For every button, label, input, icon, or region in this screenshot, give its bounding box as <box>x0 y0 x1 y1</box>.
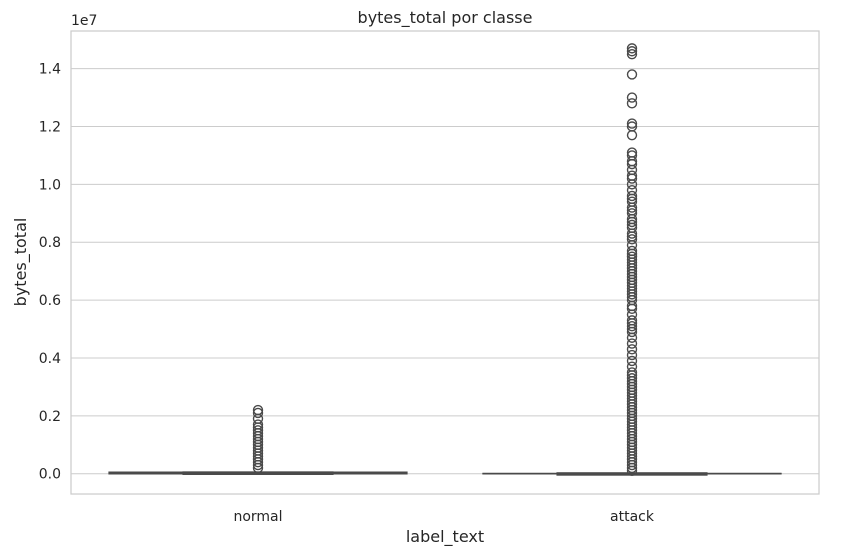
outlier-point <box>252 425 264 436</box>
outlier-point <box>626 43 638 54</box>
y-tick-label: 0.8 <box>39 235 61 251</box>
box-attack <box>482 43 782 477</box>
outlier-point <box>626 367 638 378</box>
outlier-point <box>252 419 264 430</box>
y-tick-label: 0.0 <box>39 467 61 483</box>
outlier-point <box>626 46 638 57</box>
y-axis-label: bytes_total <box>11 218 31 307</box>
chart-title: bytes_total por classe <box>358 8 533 28</box>
y-tick-label: 0.4 <box>39 351 61 367</box>
x-axis-ticks: normal attack <box>233 509 654 525</box>
outlier-point <box>626 245 638 257</box>
outlier-point <box>626 320 638 332</box>
outlier-point <box>626 150 638 161</box>
outlier-point <box>626 92 638 103</box>
outlier-point <box>626 208 638 219</box>
outlier-point <box>252 404 264 416</box>
plot-area <box>70 30 820 495</box>
outlier-point <box>626 349 638 361</box>
outlier-point <box>626 69 638 80</box>
outlier-point <box>626 355 638 367</box>
gridlines <box>71 68 819 475</box>
outlier-point <box>626 170 638 181</box>
outlier-point <box>626 234 638 245</box>
outlier-point <box>626 219 638 231</box>
outlier-point <box>252 407 264 419</box>
outlier-point <box>626 196 638 207</box>
y-tick-label: 0.6 <box>39 293 61 309</box>
y-axis-ticks: 0.0 0.2 0.4 0.6 0.8 1.0 1.2 1.4 <box>39 62 61 483</box>
outlier-point <box>626 147 638 158</box>
y-tick-label: 1.0 <box>39 177 61 193</box>
outlier-point <box>626 251 638 262</box>
outlier-point <box>626 121 638 132</box>
y-tick-label: 0.2 <box>39 409 61 425</box>
outlier-point <box>626 344 638 355</box>
outlier-point <box>626 48 638 60</box>
boxes <box>108 43 782 477</box>
y-tick-label: 1.4 <box>39 62 61 78</box>
outlier-point <box>626 98 638 109</box>
y-tick-label: 1.2 <box>39 119 61 135</box>
outlier-point <box>626 184 638 196</box>
outlier-point <box>626 361 638 372</box>
outlier-point <box>626 338 638 349</box>
box-normal <box>108 404 408 475</box>
x-tick-label: attack <box>610 509 655 525</box>
outlier-point <box>626 315 638 326</box>
outlier-point <box>626 373 638 384</box>
outlier-point <box>626 118 638 129</box>
x-axis-label: label_text <box>406 527 484 547</box>
outlier-point <box>626 190 638 202</box>
x-tick-label: normal <box>233 509 282 525</box>
y-offset-label: 1e7 <box>71 13 97 29</box>
